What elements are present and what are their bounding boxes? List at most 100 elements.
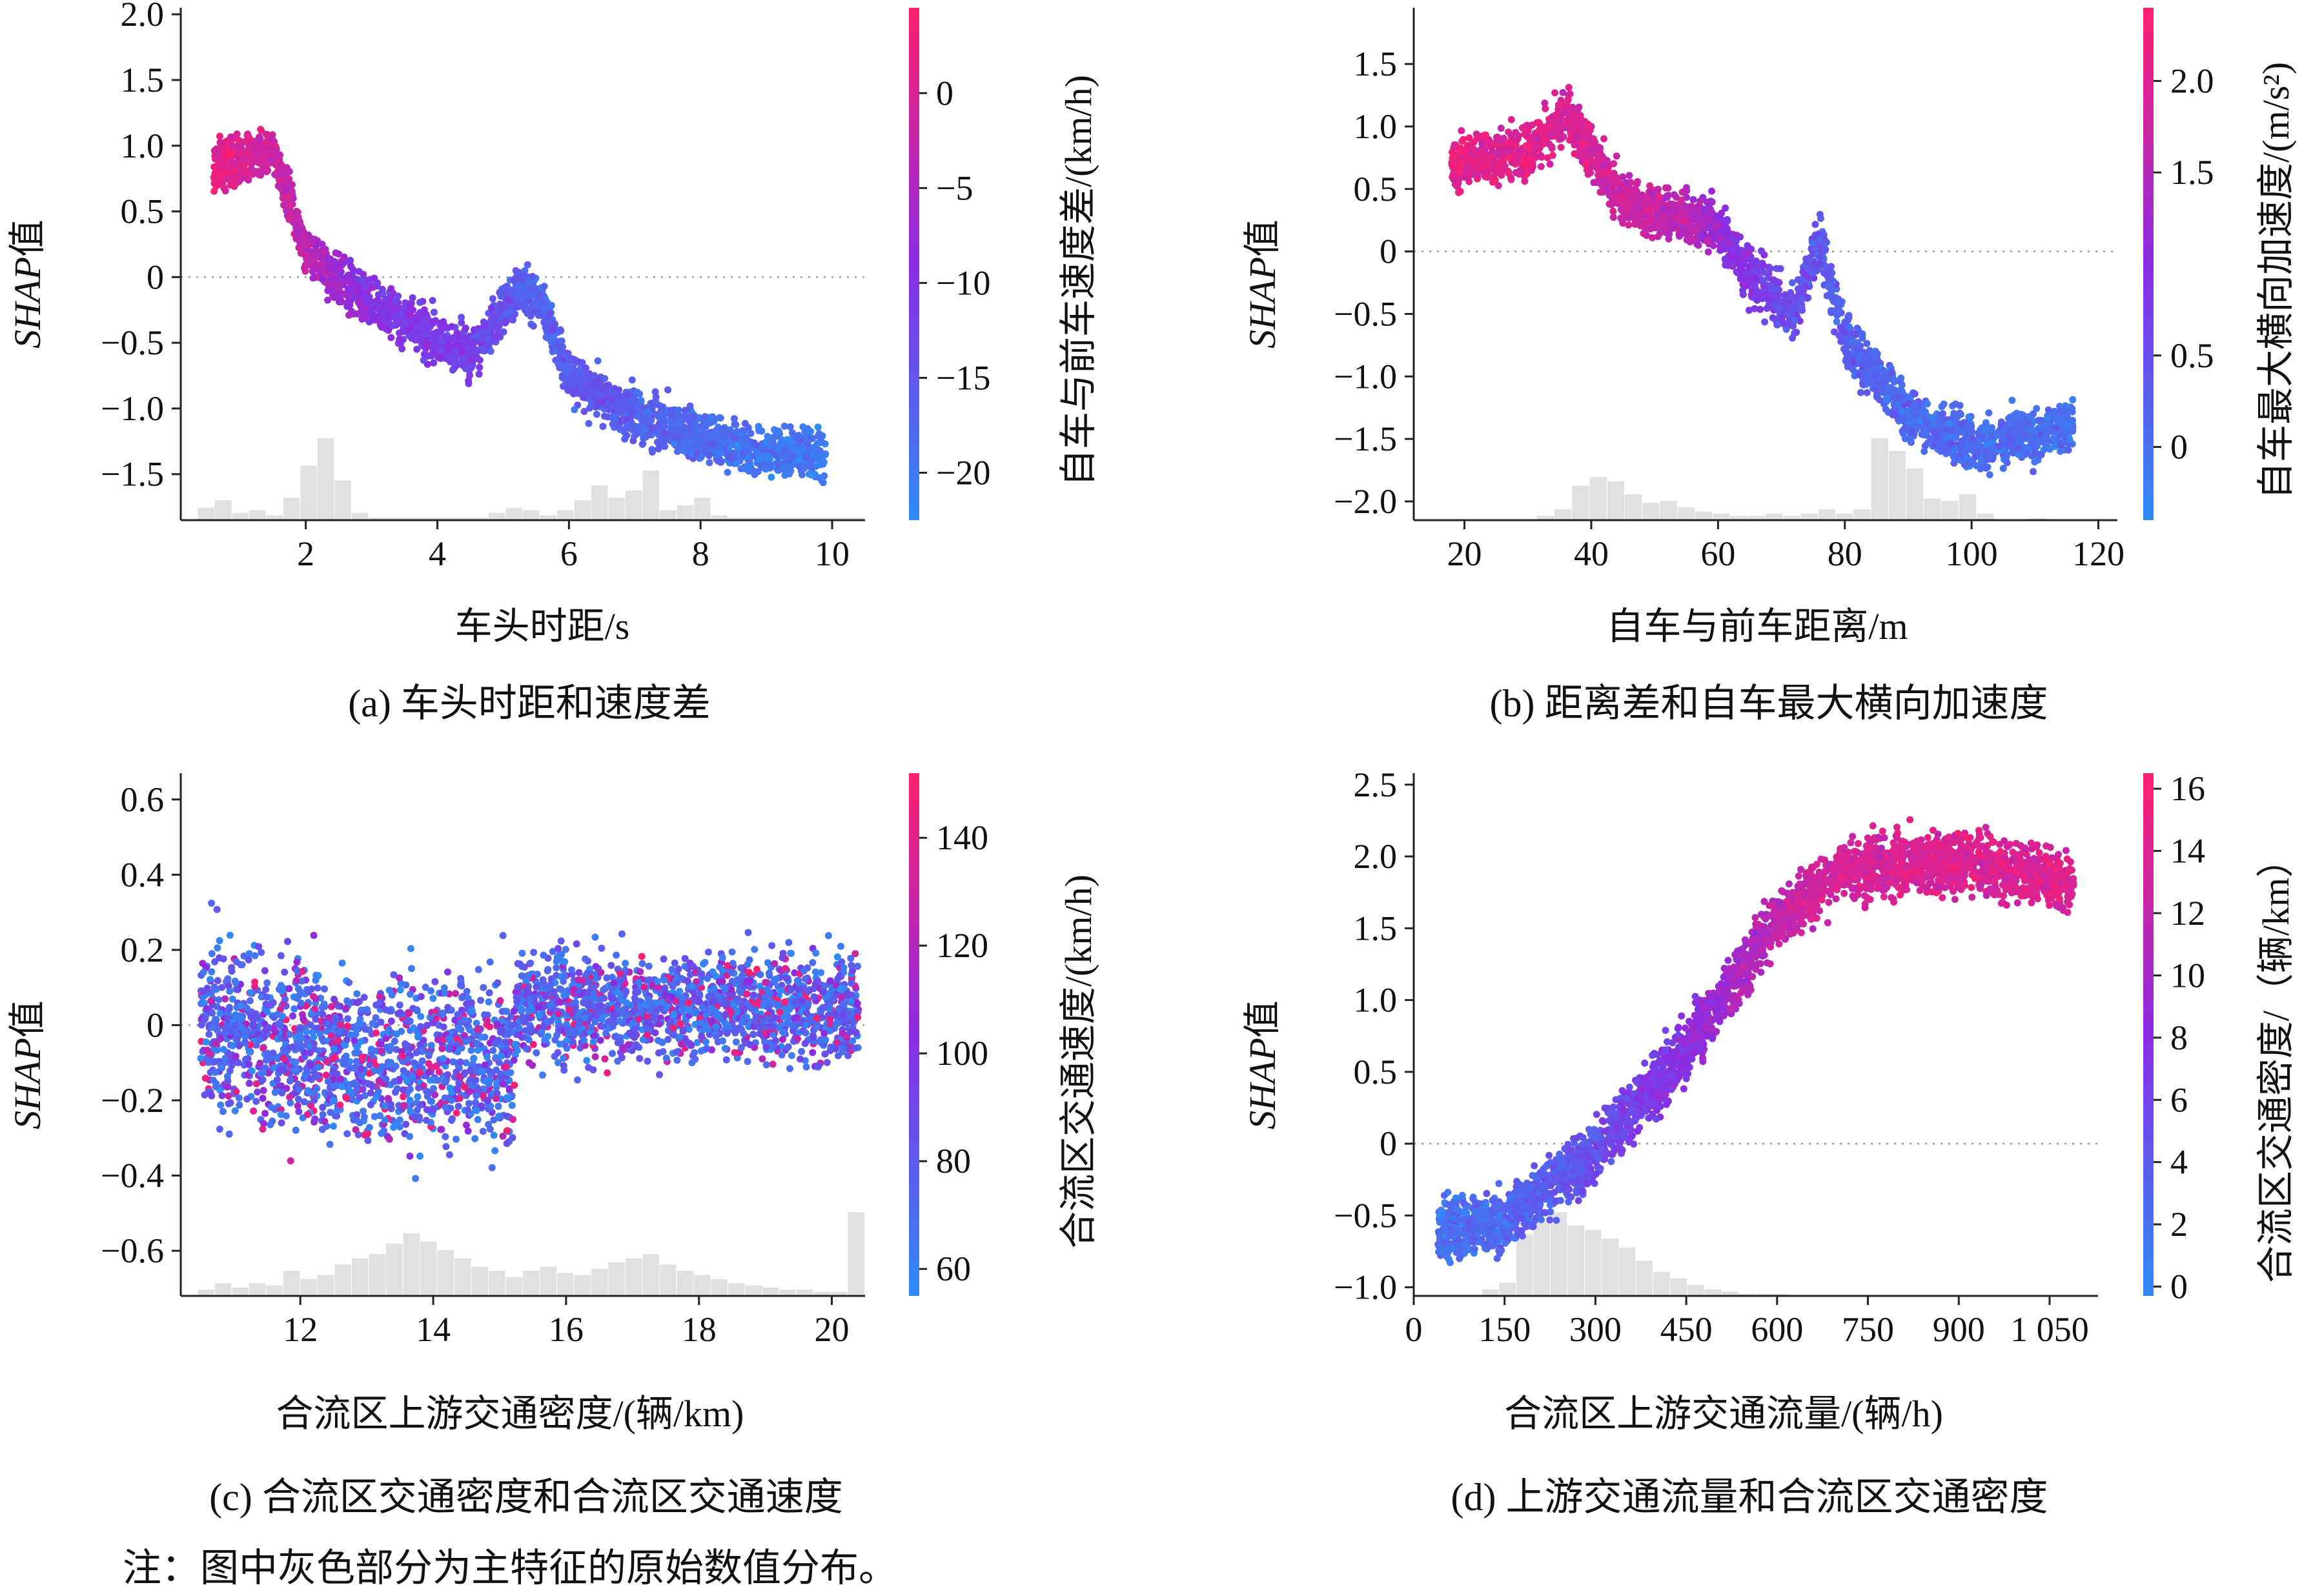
data-point xyxy=(332,249,340,257)
data-point xyxy=(717,457,724,465)
data-point xyxy=(628,376,636,384)
data-point xyxy=(348,308,356,316)
data-point xyxy=(2043,441,2051,449)
data-point xyxy=(715,429,722,436)
histogram-bar xyxy=(1660,500,1677,520)
data-point xyxy=(1760,251,1768,259)
data-point xyxy=(1523,133,1531,140)
data-point xyxy=(230,143,238,150)
data-point xyxy=(668,425,676,433)
data-point xyxy=(422,327,429,334)
data-point xyxy=(358,278,366,285)
data-point xyxy=(717,414,724,422)
data-point xyxy=(773,451,781,459)
data-point xyxy=(526,292,534,299)
histogram-bar xyxy=(420,518,437,520)
panel-b: 20 40 60 80 100 120−2.0−1.5−1.0−0.500.51.01.5… xyxy=(1241,8,2297,725)
data-point xyxy=(504,296,511,304)
data-point xyxy=(582,364,589,372)
data-point xyxy=(238,138,246,146)
data-point xyxy=(1926,438,1933,445)
histogram-bar xyxy=(591,485,608,520)
data-point xyxy=(383,313,391,321)
histogram-bar xyxy=(215,500,232,520)
data-point xyxy=(274,182,282,190)
data-point xyxy=(377,321,385,329)
data-point xyxy=(373,297,381,305)
y-tick-label: 0.5 xyxy=(121,192,165,231)
histogram-bar xyxy=(1607,481,1625,520)
data-point xyxy=(622,423,630,431)
data-point xyxy=(1523,145,1531,152)
data-point xyxy=(396,329,403,337)
data-point xyxy=(594,357,602,365)
data-point xyxy=(344,299,352,307)
data-point xyxy=(733,428,741,436)
data-point xyxy=(621,435,629,443)
data-point xyxy=(822,450,830,458)
data-point xyxy=(1458,127,1465,134)
histogram-bar xyxy=(779,518,796,520)
data-point xyxy=(578,385,586,392)
data-point xyxy=(1743,282,1751,290)
data-point xyxy=(236,168,244,176)
data-point xyxy=(413,333,420,341)
colorbar-tick-label: −5 xyxy=(936,168,973,207)
histogram-bar xyxy=(266,515,283,520)
data-point xyxy=(524,261,531,268)
data-point xyxy=(393,305,401,312)
data-point xyxy=(1709,242,1717,250)
data-point xyxy=(789,452,797,460)
data-point xyxy=(354,296,362,303)
data-point xyxy=(458,319,465,327)
data-point xyxy=(698,443,706,450)
data-point xyxy=(343,292,351,299)
data-point xyxy=(347,256,354,264)
data-point xyxy=(282,171,290,179)
data-point xyxy=(784,439,792,447)
data-point xyxy=(420,356,427,364)
data-point xyxy=(793,434,800,442)
data-point xyxy=(778,442,786,450)
histogram-bar xyxy=(660,510,677,520)
data-point xyxy=(706,441,714,449)
data-point xyxy=(529,282,537,290)
x-tick-label: 8 xyxy=(692,534,709,573)
data-point xyxy=(1609,214,1617,221)
data-point xyxy=(1849,366,1857,374)
data-point xyxy=(1657,228,1665,236)
data-point xyxy=(294,208,301,216)
data-point xyxy=(230,183,238,190)
x-tick-label: 6 xyxy=(560,534,578,573)
data-point xyxy=(332,275,340,283)
histogram-bar xyxy=(745,518,762,520)
histogram-bar xyxy=(1572,485,1589,520)
data-point xyxy=(1689,196,1697,203)
data-point xyxy=(1811,221,1819,228)
data-point xyxy=(1642,226,1649,234)
data-point xyxy=(760,462,768,469)
data-point xyxy=(450,365,458,372)
data-point xyxy=(396,336,403,343)
data-point xyxy=(1824,269,1831,277)
data-point xyxy=(402,299,409,307)
histogram-bar xyxy=(626,490,642,520)
data-point xyxy=(1610,160,1618,168)
data-point xyxy=(458,314,465,321)
data-point xyxy=(768,473,775,481)
data-point xyxy=(809,446,817,454)
data-point xyxy=(267,148,274,156)
data-point xyxy=(489,295,496,303)
data-point xyxy=(733,441,740,449)
data-point xyxy=(540,283,548,290)
data-point xyxy=(655,445,662,452)
histogram-bar xyxy=(1554,509,1572,520)
data-point xyxy=(478,336,485,343)
x-tick-label: 4 xyxy=(429,534,446,573)
data-point xyxy=(633,412,640,420)
data-point xyxy=(1746,307,1753,314)
y-tick-label: −1.0 xyxy=(101,389,164,428)
data-point xyxy=(214,152,222,160)
data-point xyxy=(1549,152,1556,159)
histogram-bar xyxy=(1818,509,1836,520)
